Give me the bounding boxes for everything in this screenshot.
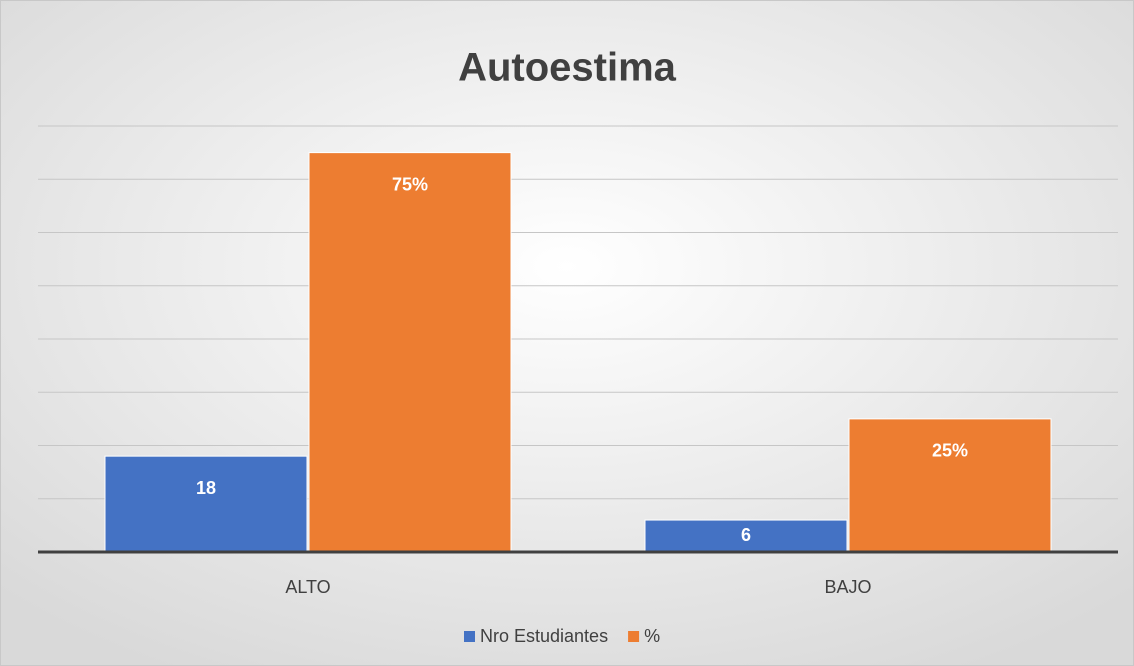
bar [308,152,512,553]
bar [848,418,1052,553]
legend-label: Nro Estudiantes [480,626,608,646]
chart-title: Autoestima [458,46,677,90]
data-label: 25% [932,441,968,461]
bar [104,455,308,553]
data-label: 6 [741,525,751,545]
legend-swatch [464,631,475,642]
legend-swatch [628,631,640,642]
data-label: 18 [196,478,216,498]
legend-label: % [644,626,660,646]
x-tick-label: BAJO [824,577,871,597]
x-tick-label: ALTO [285,577,330,597]
bar [644,519,848,553]
data-label: 75% [392,174,428,194]
